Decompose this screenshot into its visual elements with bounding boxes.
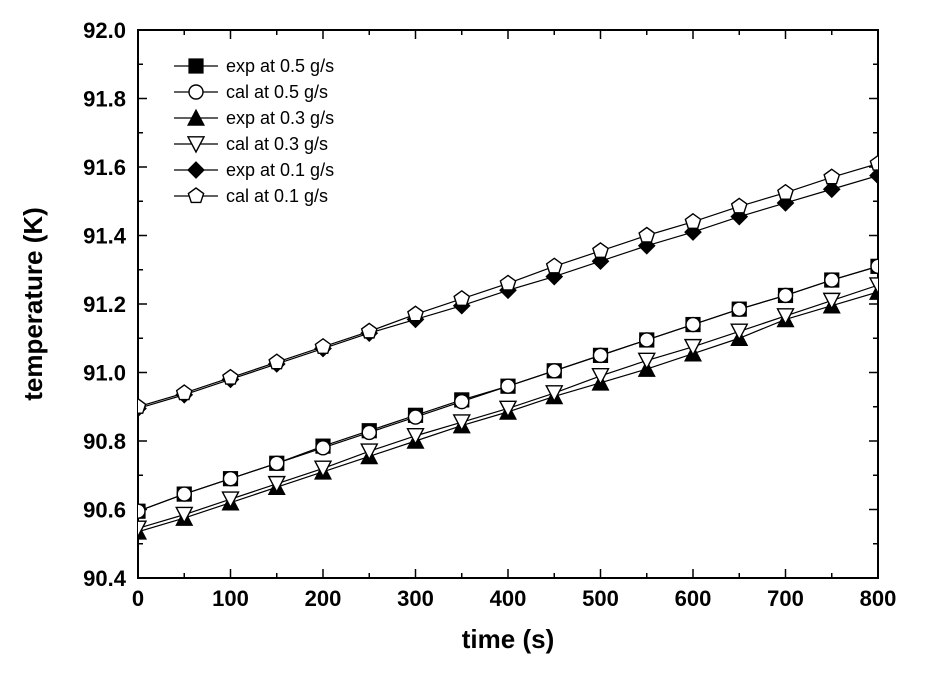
svg-text:cal at 0.3 g/s: cal at 0.3 g/s — [226, 134, 328, 154]
svg-text:exp at 0.5 g/s: exp at 0.5 g/s — [226, 56, 334, 76]
svg-text:exp at 0.1 g/s: exp at 0.1 g/s — [226, 160, 334, 180]
svg-text:cal at 0.1 g/s: cal at 0.1 g/s — [226, 186, 328, 206]
svg-text:800: 800 — [860, 586, 897, 611]
svg-text:90.8: 90.8 — [83, 429, 126, 454]
svg-text:90.6: 90.6 — [83, 498, 126, 523]
svg-text:cal at 0.5 g/s: cal at 0.5 g/s — [226, 82, 328, 102]
svg-text:exp at 0.3 g/s: exp at 0.3 g/s — [226, 108, 334, 128]
svg-text:300: 300 — [397, 586, 434, 611]
svg-text:temperature (K): temperature (K) — [18, 207, 48, 401]
svg-text:92.0: 92.0 — [83, 18, 126, 43]
svg-text:0: 0 — [132, 586, 144, 611]
svg-text:500: 500 — [582, 586, 619, 611]
svg-text:91.8: 91.8 — [83, 87, 126, 112]
svg-text:91.6: 91.6 — [83, 155, 126, 180]
svg-text:90.4: 90.4 — [83, 566, 127, 591]
temperature-time-chart: 0 100 200 300 400 500 600 700 800 time (s) 90.4 90.… — [0, 0, 935, 695]
svg-text:time (s): time (s) — [462, 624, 554, 654]
svg-text:600: 600 — [675, 586, 712, 611]
svg-text:200: 200 — [305, 586, 342, 611]
svg-text:91.2: 91.2 — [83, 292, 126, 317]
svg-text:91.4: 91.4 — [83, 224, 127, 249]
svg-text:700: 700 — [767, 586, 804, 611]
svg-text:100: 100 — [212, 586, 249, 611]
svg-text:91.0: 91.0 — [83, 361, 126, 386]
svg-text:400: 400 — [490, 586, 527, 611]
